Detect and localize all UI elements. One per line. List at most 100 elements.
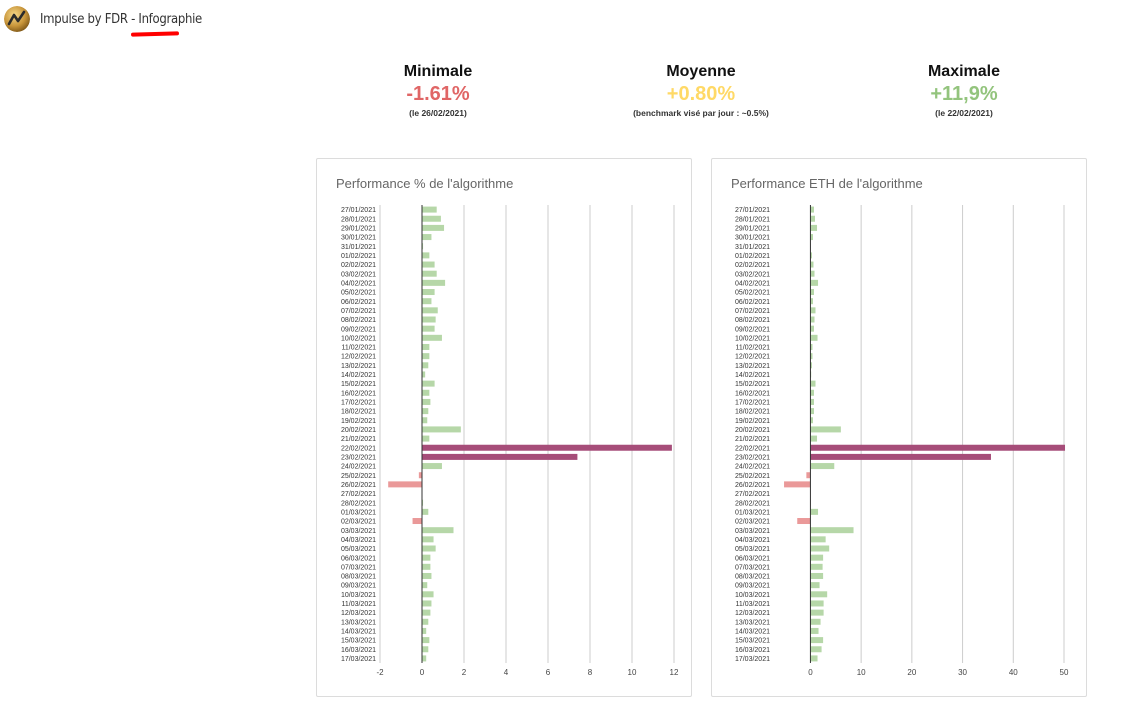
bar-04-03-2021[interactable] — [422, 536, 434, 543]
bar-12-02-2021[interactable] — [422, 353, 430, 360]
bar-12-02-2021[interactable] — [810, 353, 813, 360]
bar-03-02-2021[interactable] — [810, 270, 815, 277]
bar-16-02-2021[interactable] — [810, 389, 814, 396]
bar-09-02-2021[interactable] — [422, 325, 435, 332]
bar-15-03-2021[interactable] — [810, 637, 824, 644]
bar-17-02-2021[interactable] — [810, 398, 814, 405]
bar-05-03-2021[interactable] — [810, 545, 830, 552]
bar-06-02-2021[interactable] — [422, 298, 432, 305]
bar-10-02-2021[interactable] — [422, 334, 442, 341]
bar-08-02-2021[interactable] — [810, 316, 815, 323]
bar-28-01-2021[interactable] — [422, 215, 441, 222]
bar-15-02-2021[interactable] — [422, 380, 435, 387]
bar-17-02-2021[interactable] — [422, 398, 431, 405]
bar-07-03-2021[interactable] — [422, 563, 431, 570]
bar-02-03-2021[interactable] — [797, 518, 811, 525]
bar-10-03-2021[interactable] — [810, 591, 828, 598]
bar-02-02-2021[interactable] — [810, 261, 814, 268]
bar-14-03-2021[interactable] — [810, 627, 819, 634]
bar-09-03-2021[interactable] — [422, 582, 428, 589]
x-tick-label: 2 — [462, 668, 467, 677]
bar-14-03-2021[interactable] — [422, 627, 427, 634]
bar-11-03-2021[interactable] — [810, 600, 824, 607]
bar-13-02-2021[interactable] — [810, 362, 812, 369]
bar-18-02-2021[interactable] — [422, 408, 429, 415]
bar-23-02-2021[interactable] — [810, 453, 991, 460]
bar-30-01-2021[interactable] — [810, 234, 813, 241]
bar-14-02-2021[interactable] — [422, 371, 426, 378]
bar-25-02-2021[interactable] — [806, 472, 811, 479]
bar-24-02-2021[interactable] — [422, 463, 442, 470]
bar-02-02-2021[interactable] — [422, 261, 435, 268]
bar-06-03-2021[interactable] — [422, 554, 431, 561]
bar-13-03-2021[interactable] — [422, 618, 429, 625]
bar-01-03-2021[interactable] — [422, 508, 429, 515]
bar-13-03-2021[interactable] — [810, 618, 821, 625]
bar-24-02-2021[interactable] — [810, 463, 835, 470]
bar-04-02-2021[interactable] — [810, 279, 819, 286]
bar-07-03-2021[interactable] — [810, 563, 823, 570]
y-tick-label: 09/02/2021 — [341, 326, 376, 333]
bar-12-03-2021[interactable] — [422, 609, 431, 616]
bar-27-01-2021[interactable] — [422, 206, 437, 213]
bar-01-02-2021[interactable] — [422, 252, 430, 259]
bar-27-01-2021[interactable] — [810, 206, 814, 213]
bar-05-03-2021[interactable] — [422, 545, 436, 552]
bar-05-02-2021[interactable] — [422, 289, 435, 296]
bar-07-02-2021[interactable] — [810, 307, 816, 314]
bar-08-03-2021[interactable] — [810, 572, 824, 579]
bar-03-02-2021[interactable] — [422, 270, 437, 277]
bar-11-02-2021[interactable] — [810, 343, 813, 350]
bar-09-03-2021[interactable] — [810, 582, 820, 589]
bar-25-02-2021[interactable] — [418, 472, 422, 479]
y-tick-label: 01/02/2021 — [341, 253, 376, 260]
bar-18-02-2021[interactable] — [810, 408, 814, 415]
bar-20-02-2021[interactable] — [422, 426, 461, 433]
bar-07-02-2021[interactable] — [422, 307, 438, 314]
bar-29-01-2021[interactable] — [810, 224, 818, 231]
bar-11-03-2021[interactable] — [422, 600, 432, 607]
bar-03-03-2021[interactable] — [810, 527, 854, 534]
bar-06-02-2021[interactable] — [810, 298, 813, 305]
bar-10-03-2021[interactable] — [422, 591, 434, 598]
bar-16-03-2021[interactable] — [422, 646, 429, 653]
bar-16-03-2021[interactable] — [810, 646, 822, 653]
bar-31-01-2021[interactable] — [422, 243, 424, 250]
bar-16-02-2021[interactable] — [422, 389, 430, 396]
bar-05-02-2021[interactable] — [810, 289, 814, 296]
bar-09-02-2021[interactable] — [810, 325, 814, 332]
y-tick-label: 28/01/2021 — [341, 216, 376, 223]
bar-17-03-2021[interactable] — [422, 655, 427, 662]
bar-15-03-2021[interactable] — [422, 637, 430, 644]
bar-02-03-2021[interactable] — [412, 518, 422, 525]
bar-22-02-2021[interactable] — [810, 444, 1066, 451]
bar-22-02-2021[interactable] — [422, 444, 672, 451]
bar-01-03-2021[interactable] — [810, 508, 819, 515]
bar-23-02-2021[interactable] — [422, 453, 578, 460]
bar-26-02-2021[interactable] — [388, 481, 422, 488]
bar-15-02-2021[interactable] — [810, 380, 816, 387]
bar-04-02-2021[interactable] — [422, 279, 446, 286]
bar-21-02-2021[interactable] — [810, 435, 818, 442]
bar-29-01-2021[interactable] — [422, 224, 445, 231]
bar-21-02-2021[interactable] — [422, 435, 430, 442]
bar-12-03-2021[interactable] — [810, 609, 824, 616]
bar-30-01-2021[interactable] — [422, 234, 432, 241]
bar-28-02-2021[interactable] — [422, 499, 424, 506]
bar-01-02-2021[interactable] — [810, 252, 812, 259]
bar-10-02-2021[interactable] — [810, 334, 818, 341]
bar-06-03-2021[interactable] — [810, 554, 824, 561]
bar-19-02-2021[interactable] — [810, 417, 813, 424]
bar-26-02-2021[interactable] — [784, 481, 811, 488]
bar-17-03-2021[interactable] — [810, 655, 818, 662]
app-logo-icon[interactable] — [4, 6, 30, 32]
bar-13-02-2021[interactable] — [422, 362, 429, 369]
bar-11-02-2021[interactable] — [422, 343, 430, 350]
bar-08-03-2021[interactable] — [422, 572, 432, 579]
bar-28-01-2021[interactable] — [810, 215, 815, 222]
bar-04-03-2021[interactable] — [810, 536, 826, 543]
bar-19-02-2021[interactable] — [422, 417, 428, 424]
bar-03-03-2021[interactable] — [422, 527, 454, 534]
bar-20-02-2021[interactable] — [810, 426, 841, 433]
bar-08-02-2021[interactable] — [422, 316, 436, 323]
